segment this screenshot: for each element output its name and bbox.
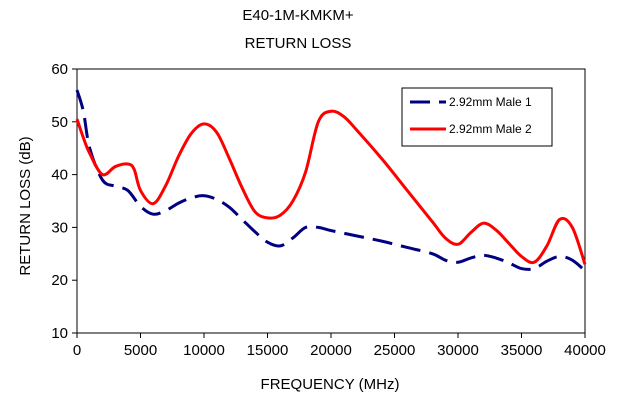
x-tick-label: 40000 xyxy=(564,342,606,359)
chart-title: E40-1M-KMKM+ xyxy=(242,7,354,24)
y-tick-label: 50 xyxy=(51,114,68,131)
legend: 2.92mm Male 1 2.92mm Male 2 xyxy=(401,87,553,147)
chart-subtitle: RETURN LOSS xyxy=(245,35,352,52)
x-tick-label: 15000 xyxy=(247,342,289,359)
y-tick-label: 30 xyxy=(51,219,68,236)
x-tick-label: 5000 xyxy=(124,342,157,359)
axis-ticks: 10 20 30 40 50 60 0 5000 10000 15000 20000 25000 300… xyxy=(51,61,606,359)
series-line-2 xyxy=(75,109,587,265)
y-tick-label: 20 xyxy=(51,272,68,289)
x-axis-label: FREQUENCY (MHz) xyxy=(261,376,400,393)
y-tick-label: 10 xyxy=(51,325,68,342)
y-tick-label: 40 xyxy=(51,167,68,184)
x-tick-label: 0 xyxy=(73,342,81,359)
x-tick-label: 35000 xyxy=(501,342,543,359)
legend-label-series-1: 2.92mm Male 1 xyxy=(449,95,532,109)
legend-label-series-2: 2.92mm Male 2 xyxy=(449,122,532,136)
x-tick-label: 30000 xyxy=(437,342,479,359)
series-line-1 xyxy=(75,89,586,272)
x-tick-label: 20000 xyxy=(310,342,352,359)
y-tick-label: 60 xyxy=(51,61,68,78)
y-axis-label: RETURN LOSS (dB) xyxy=(17,136,34,275)
x-tick-label: 10000 xyxy=(183,342,225,359)
x-tick-label: 25000 xyxy=(374,342,416,359)
legend-box xyxy=(401,87,553,147)
series-layer xyxy=(75,89,587,272)
